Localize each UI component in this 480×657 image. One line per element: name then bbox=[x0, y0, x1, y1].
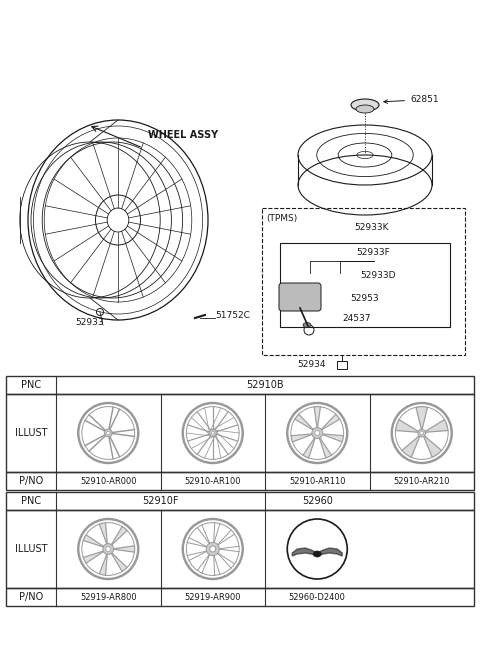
Text: PNC: PNC bbox=[21, 380, 41, 390]
Text: 52910-AR100: 52910-AR100 bbox=[184, 476, 241, 486]
Polygon shape bbox=[323, 434, 344, 442]
Ellipse shape bbox=[313, 551, 321, 557]
Text: PNC: PNC bbox=[21, 496, 41, 506]
Bar bbox=[6, 492, 474, 510]
Circle shape bbox=[107, 431, 110, 435]
Text: (TPMS): (TPMS) bbox=[266, 214, 297, 223]
Text: 52910-AR210: 52910-AR210 bbox=[394, 476, 450, 486]
Bar bbox=[280, 243, 450, 327]
Text: ILLUST: ILLUST bbox=[15, 428, 47, 438]
Text: 24537: 24537 bbox=[342, 314, 371, 323]
Text: P/NO: P/NO bbox=[19, 476, 43, 486]
Circle shape bbox=[211, 432, 214, 434]
Polygon shape bbox=[321, 414, 340, 430]
Polygon shape bbox=[99, 555, 108, 576]
Polygon shape bbox=[402, 436, 420, 457]
Bar bbox=[6, 510, 474, 588]
Text: 51752C: 51752C bbox=[215, 311, 250, 320]
Polygon shape bbox=[424, 436, 442, 457]
Text: 52919-AR900: 52919-AR900 bbox=[184, 593, 241, 602]
Polygon shape bbox=[319, 438, 332, 458]
Text: 52910-AR110: 52910-AR110 bbox=[289, 476, 346, 486]
Circle shape bbox=[209, 430, 216, 437]
Text: ILLUST: ILLUST bbox=[15, 544, 47, 554]
Text: P/NO: P/NO bbox=[19, 592, 43, 602]
Ellipse shape bbox=[303, 323, 311, 327]
Circle shape bbox=[420, 431, 423, 435]
Text: 52960: 52960 bbox=[302, 496, 333, 506]
Ellipse shape bbox=[356, 105, 374, 113]
Polygon shape bbox=[111, 526, 127, 545]
Text: 52910B: 52910B bbox=[246, 380, 284, 390]
Text: 52910F: 52910F bbox=[142, 496, 179, 506]
Polygon shape bbox=[111, 553, 127, 572]
Text: 52934: 52934 bbox=[297, 360, 325, 369]
Polygon shape bbox=[292, 548, 315, 556]
Polygon shape bbox=[303, 438, 315, 458]
Polygon shape bbox=[319, 548, 342, 556]
Circle shape bbox=[103, 543, 114, 555]
Polygon shape bbox=[314, 407, 321, 428]
Text: 52933D: 52933D bbox=[360, 271, 396, 280]
Bar bbox=[6, 376, 474, 394]
Text: 52933F: 52933F bbox=[357, 248, 390, 257]
Text: 52910-AR000: 52910-AR000 bbox=[80, 476, 136, 486]
Ellipse shape bbox=[351, 99, 379, 111]
Bar bbox=[6, 588, 474, 606]
Bar bbox=[6, 394, 474, 472]
Circle shape bbox=[106, 547, 111, 551]
Circle shape bbox=[418, 429, 426, 437]
Bar bbox=[6, 472, 474, 490]
Polygon shape bbox=[295, 414, 313, 430]
Polygon shape bbox=[83, 551, 104, 563]
Text: 52960-D2400: 52960-D2400 bbox=[289, 593, 346, 602]
Text: 62851: 62851 bbox=[384, 95, 439, 104]
Circle shape bbox=[104, 429, 112, 437]
Bar bbox=[337, 361, 347, 369]
Polygon shape bbox=[291, 434, 312, 442]
Polygon shape bbox=[99, 523, 108, 544]
Text: 52919-AR800: 52919-AR800 bbox=[80, 593, 137, 602]
FancyBboxPatch shape bbox=[279, 283, 321, 311]
Circle shape bbox=[206, 543, 219, 556]
Circle shape bbox=[312, 428, 323, 438]
Text: WHEEL ASSY: WHEEL ASSY bbox=[148, 130, 218, 140]
Text: 52933: 52933 bbox=[75, 318, 104, 327]
Text: 52953: 52953 bbox=[350, 294, 379, 303]
Polygon shape bbox=[83, 535, 104, 547]
Polygon shape bbox=[416, 407, 428, 429]
Circle shape bbox=[210, 546, 216, 552]
Polygon shape bbox=[396, 420, 418, 432]
Polygon shape bbox=[114, 546, 135, 552]
Text: 52933K: 52933K bbox=[355, 223, 389, 232]
Bar bbox=[262, 208, 465, 355]
Polygon shape bbox=[425, 420, 448, 432]
Circle shape bbox=[315, 430, 320, 436]
